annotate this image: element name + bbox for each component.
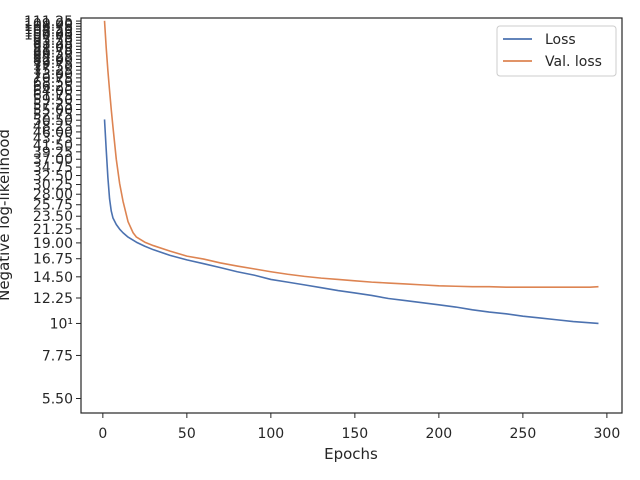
y-tick-label: 104.50 [24,22,73,38]
y-tick-label: 106.75 [24,19,73,35]
x-tick-label: 100 [257,426,284,442]
y-tick-label: 43.75 [33,131,73,147]
y-tick-label: 25.75 [33,198,73,214]
x-tick-label: 0 [98,426,107,442]
x-tick-label: 150 [341,426,368,442]
series-line-val-loss [103,20,599,288]
y-tick-label: 61.75 [33,88,73,104]
y-axis-ticks: 5.50 7.75 10¹ 12.25 14.50 16.7519.0021.2523.5… [24,14,81,408]
y-tick-label: 93.25 [33,36,73,52]
y-tick-label: 23.50 [33,209,73,225]
y-tick-label: 73.00 [33,67,73,83]
y-tick-label: 46.00 [33,125,73,141]
y-tick-label: 109.00 [24,17,73,33]
y-tick-label: 100.00 [24,27,73,43]
x-tick-label: 300 [594,426,621,442]
y-tick-label: 41.50 [33,138,73,154]
y-tick-label: 102.25 [24,25,73,41]
x-tick-label: 250 [510,426,537,442]
y-tick-label: 30.25 [33,178,73,194]
plot-area-frame [80,17,623,414]
y-tick-label: 59.50 [33,93,73,109]
y-tick-label: 32.50 [33,169,73,185]
y-tick-label: 39.25 [33,145,73,161]
legend-label-val-loss: Val. loss [545,54,602,70]
y-tick-label: 34.75 [33,160,73,176]
y-tick-label: 82.00 [33,52,73,68]
y-tick-label: 68.50 [33,75,73,91]
y-tick-label: 14.50 [33,270,73,286]
y-tick-label: 7.75 [42,348,73,364]
y-tick-label: 10¹ [50,316,73,332]
y-tick-label: 70.75 [33,71,73,87]
y-tick-label: 50.50 [33,113,73,129]
x-tick-label: 200 [425,426,452,442]
y-tick-label: 19.00 [33,236,73,252]
y-tick-label: 91.00 [33,39,73,55]
x-axis-ticks: 0 50 100 150 200 250 300 [98,413,620,442]
y-tick-label: 21.25 [33,222,73,238]
y-tick-label: 95.50 [33,33,73,49]
series-layer [103,20,599,325]
y-tick-label: 86.50 [33,46,73,62]
y-tick-label: 37.00 [33,152,73,168]
y-tick-label: 5.50 [42,392,73,408]
y-axis-label: Negative log-likelihood [0,129,13,301]
y-tick-label: 16.75 [33,252,73,268]
y-tick-label: 77.50 [33,59,73,75]
y-tick-label: 88.75 [33,42,73,58]
y-tick-label: 66.25 [33,79,73,95]
y-tick-label: 57.25 [33,97,73,113]
y-tick-label: 97.75 [33,30,73,46]
y-tick-label: 28.00 [33,187,73,203]
x-tick-label: 50 [178,426,196,442]
series-line-loss [103,119,599,325]
y-tick-label: 48.25 [33,119,73,135]
y-tick-label: 111.25 [24,14,73,30]
y-tick-label: 84.25 [33,49,73,65]
y-tick-label: 64.00 [33,83,73,99]
y-tick-label: 75.25 [33,63,73,79]
y-tick-label: 52.75 [33,108,73,124]
y-tick-label: 55.00 [33,102,73,118]
x-axis-label: Epochs [324,445,378,463]
legend-label-loss: Loss [545,32,576,48]
y-tick-label: 12.25 [33,291,73,307]
legend: Loss Val. loss [496,25,617,77]
y-tick-label: 79.75 [33,56,73,72]
